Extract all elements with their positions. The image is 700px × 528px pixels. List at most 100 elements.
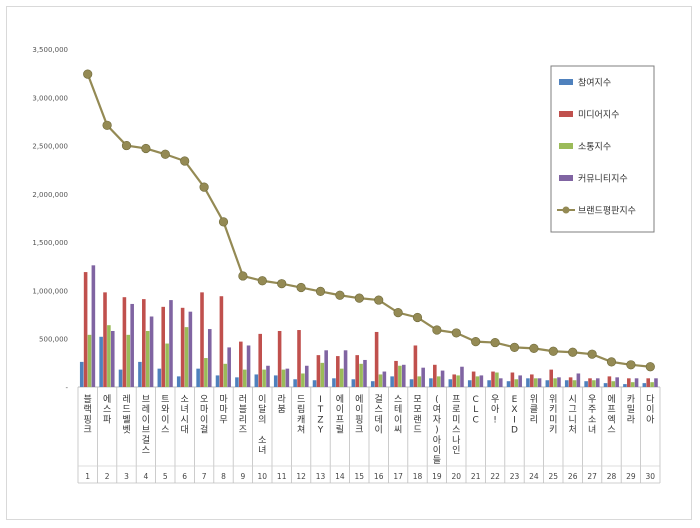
bar-1 <box>332 378 336 387</box>
bar-3 <box>281 369 286 387</box>
bar-3 <box>630 382 635 387</box>
bar-3 <box>436 376 441 387</box>
bar-3 <box>650 382 654 387</box>
rank-label: 5 <box>163 472 168 481</box>
y-tick-label: 3,500,000 <box>32 46 68 54</box>
y-tick-label: 500,000 <box>39 336 68 344</box>
bar-1 <box>564 380 569 387</box>
bar-4 <box>615 377 619 387</box>
bar-3 <box>611 381 616 387</box>
bar-2 <box>510 372 515 387</box>
bar-2 <box>433 364 437 387</box>
rank-label: 23 <box>510 472 520 481</box>
legend-swatch <box>559 111 573 117</box>
bar-1 <box>293 379 297 387</box>
rank-label: 6 <box>182 472 187 481</box>
bar-1 <box>312 380 317 387</box>
rank-label: 4 <box>144 472 149 481</box>
bar-4 <box>479 375 484 387</box>
bar-2 <box>471 371 476 387</box>
bar-2 <box>374 331 379 387</box>
bar-4 <box>343 350 348 387</box>
y-tick-label: 2,000,000 <box>32 191 68 199</box>
bar-1 <box>370 381 375 387</box>
legend-swatch <box>559 175 573 181</box>
rank-label: 12 <box>296 472 306 481</box>
bar-2 <box>549 369 553 387</box>
bar-3 <box>378 374 383 387</box>
brand-score-point <box>606 357 617 367</box>
brand-score-point <box>354 293 364 303</box>
brand-score-point <box>490 337 500 348</box>
brand-score-point <box>451 328 461 338</box>
bar-2 <box>336 356 340 387</box>
brand-score-point <box>432 325 442 335</box>
brand-score-point <box>238 271 248 281</box>
bar-1 <box>429 378 433 387</box>
bar-1 <box>623 384 627 387</box>
rank-label: 8 <box>221 472 226 481</box>
bar-3 <box>242 369 247 387</box>
bar-1 <box>487 380 491 387</box>
rank-label: 13 <box>316 472 326 481</box>
bar-4 <box>227 347 231 387</box>
y-tick-label: - <box>65 384 68 392</box>
bar-1 <box>138 361 142 387</box>
brand-score-point <box>645 362 655 372</box>
bar-1 <box>215 375 220 387</box>
rank-label: 20 <box>452 472 462 481</box>
bar-1 <box>506 381 511 387</box>
bar-4 <box>382 371 387 387</box>
brand-score-point <box>83 69 93 79</box>
y-tick-label: 3,000,000 <box>32 94 68 102</box>
bar-1 <box>196 368 200 387</box>
rank-label: 22 <box>490 472 500 481</box>
bar-2 <box>413 345 418 387</box>
bar-3 <box>553 378 557 387</box>
bar-3 <box>514 379 519 387</box>
brand-score-point <box>509 342 520 353</box>
brand-score-point <box>315 286 326 296</box>
bar-2 <box>277 330 282 387</box>
legend-label: 브랜드평판지수 <box>578 206 636 217</box>
rank-label: 11 <box>277 472 287 481</box>
brand-score-point <box>548 346 558 356</box>
brand-score-point <box>412 312 423 323</box>
brand-score-point <box>374 295 384 305</box>
bar-3 <box>359 363 363 387</box>
brand-score-point <box>160 149 170 159</box>
bar-2 <box>239 341 243 387</box>
legend-swatch-marker <box>562 206 570 214</box>
bar-4 <box>285 368 290 387</box>
bar-3 <box>495 372 499 387</box>
bar-3 <box>145 330 150 387</box>
bar-2 <box>161 306 165 387</box>
rank-label: 25 <box>549 472 559 481</box>
bar-2 <box>219 296 224 387</box>
bar-2 <box>180 307 185 387</box>
bar-3 <box>165 343 169 387</box>
bar-2 <box>607 376 612 387</box>
bar-2 <box>142 299 146 387</box>
bar-4 <box>654 378 658 387</box>
rank-label: 19 <box>432 472 442 481</box>
brand-score-point <box>626 360 636 370</box>
rank-label: 14 <box>335 472 345 481</box>
brand-score-point <box>335 290 345 300</box>
brand-score-point <box>257 276 267 286</box>
legend-swatch <box>559 79 573 85</box>
bar-2 <box>316 355 321 387</box>
